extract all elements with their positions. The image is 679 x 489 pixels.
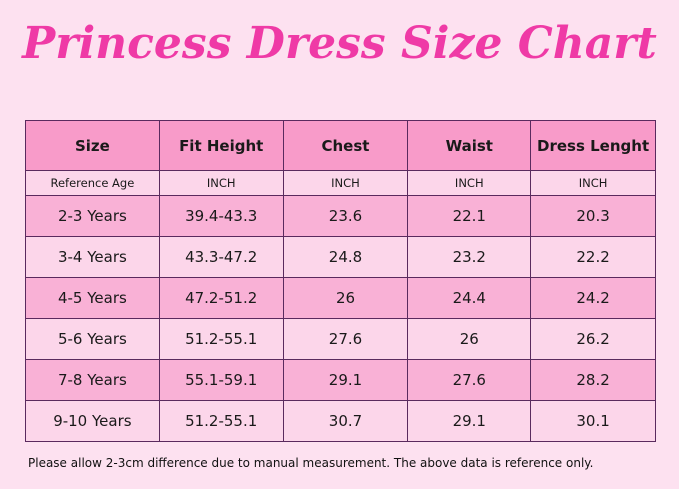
table-cell: INCH (282, 170, 409, 196)
header-row: Size Fit Height Chest Waist Dress Lenght (25, 120, 656, 171)
table-cell: Waist (407, 120, 532, 171)
table-cell: INCH (530, 170, 656, 196)
table-cell: 29.1 (282, 359, 409, 401)
table-cell: 39.4-43.3 (158, 195, 284, 237)
table-cell: 51.2-55.1 (158, 400, 284, 442)
table-cell: 23.6 (282, 195, 409, 237)
table-cell: Reference Age (25, 170, 160, 196)
table-cell: Size (25, 120, 160, 171)
table-cell: 26 (282, 277, 409, 319)
table-cell: 27.6 (282, 318, 409, 360)
table-cell: 22.2 (530, 236, 656, 278)
table-cell: 23.2 (407, 236, 532, 278)
table-cell: 43.3-47.2 (158, 236, 284, 278)
table-cell: 7-8 Years (25, 359, 160, 401)
table-cell: 2-3 Years (25, 195, 160, 237)
table-cell: 24.2 (530, 277, 656, 319)
table-row: 4-5 Years 47.2-51.2 26 24.4 24.2 (25, 277, 656, 319)
table-cell: 55.1-59.1 (158, 359, 284, 401)
table-cell: 51.2-55.1 (158, 318, 284, 360)
table-row: 9-10 Years 51.2-55.1 30.7 29.1 30.1 (25, 400, 656, 442)
table-cell: 22.1 (407, 195, 532, 237)
table-cell: 47.2-51.2 (158, 277, 284, 319)
table-cell: 24.4 (407, 277, 532, 319)
footnote: Please allow 2-3cm difference due to man… (28, 456, 594, 470)
table-cell: 30.7 (282, 400, 409, 442)
table-cell: Fit Height (158, 120, 284, 171)
table-cell: INCH (158, 170, 284, 196)
table-cell: 4-5 Years (25, 277, 160, 319)
unit-row: Reference Age INCH INCH INCH INCH (25, 170, 656, 196)
table-cell: Dress Lenght (530, 120, 656, 171)
table-cell: 29.1 (407, 400, 532, 442)
table-cell: 5-6 Years (25, 318, 160, 360)
table-row: 5-6 Years 51.2-55.1 27.6 26 26.2 (25, 318, 656, 360)
table-cell: 20.3 (530, 195, 656, 237)
table-cell: 26.2 (530, 318, 656, 360)
table-cell: Chest (282, 120, 409, 171)
table-cell: 27.6 (407, 359, 532, 401)
size-table: Size Fit Height Chest Waist Dress Lenght Refe… (25, 120, 656, 442)
table-cell: 3-4 Years (25, 236, 160, 278)
table-row: 7-8 Years 55.1-59.1 29.1 27.6 28.2 (25, 359, 656, 401)
table-cell: 9-10 Years (25, 400, 160, 442)
table-row: 2-3 Years 39.4-43.3 23.6 22.1 20.3 (25, 195, 656, 237)
chart-title: Princess Dress Size Chart (22, 18, 657, 69)
table-cell: 26 (407, 318, 532, 360)
table-cell: 30.1 (530, 400, 656, 442)
table-cell: INCH (407, 170, 532, 196)
table-row: 3-4 Years 43.3-47.2 24.8 23.2 22.2 (25, 236, 656, 278)
table-cell: 28.2 (530, 359, 656, 401)
table-cell: 24.8 (282, 236, 409, 278)
